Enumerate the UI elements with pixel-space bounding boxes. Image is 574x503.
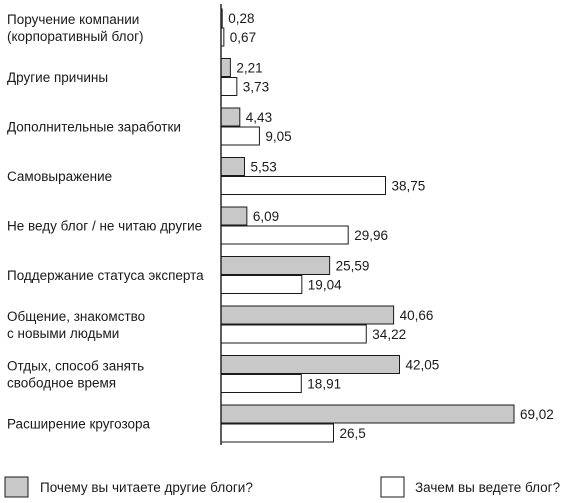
bar-read-blogs bbox=[220, 355, 401, 374]
data-label: 5,53 bbox=[251, 160, 277, 175]
bar-read-blogs bbox=[220, 305, 395, 325]
data-label: 69,02 bbox=[520, 407, 554, 422]
data-label: 25,59 bbox=[336, 259, 370, 274]
category-label: Другие причины bbox=[7, 70, 108, 85]
data-label: 29,96 bbox=[354, 228, 388, 243]
category-label-line: с новыми людьми bbox=[7, 326, 119, 341]
category-label-line: свободное время bbox=[7, 376, 116, 391]
category-label-line: Поддержание статуса эксперта bbox=[7, 268, 204, 283]
data-label: 42,05 bbox=[406, 358, 440, 373]
data-label: 18,91 bbox=[307, 377, 341, 392]
data-label: 3,73 bbox=[243, 80, 269, 95]
data-label: 40,66 bbox=[400, 308, 434, 323]
category-label-line: Другие причины bbox=[7, 70, 108, 85]
bar-read-blogs bbox=[220, 404, 515, 424]
category-label-line: Общение, знакомство bbox=[7, 309, 145, 324]
legend-swatch bbox=[4, 476, 29, 498]
category-label-line: Расширение кругозора bbox=[7, 417, 151, 432]
category-label-line: (корпоративный блог) bbox=[7, 29, 144, 44]
data-label: 2,21 bbox=[236, 61, 262, 76]
bar-write-blog bbox=[220, 77, 238, 96]
data-label: 4,43 bbox=[246, 110, 272, 125]
category-label: Расширение кругозора bbox=[7, 417, 151, 432]
category-label: Поручение компании (корпоративный блог) bbox=[7, 12, 144, 44]
category-label: Не веду блог / не читаю другие bbox=[7, 219, 202, 234]
bar-write-blog bbox=[220, 374, 302, 393]
data-label: 19,04 bbox=[308, 278, 342, 293]
category-label-line: Не веду блог / не читаю другие bbox=[7, 219, 202, 234]
bar-read-blogs bbox=[220, 107, 241, 127]
bar-read-blogs bbox=[220, 157, 245, 176]
legend-swatch bbox=[380, 476, 405, 498]
bar-write-blog bbox=[220, 126, 260, 146]
bar-write-blog bbox=[220, 324, 367, 344]
bar-write-blog bbox=[220, 176, 386, 195]
bar-read-blogs bbox=[220, 58, 231, 77]
bar-write-blog bbox=[220, 225, 349, 245]
category-label: Общение, знакомство с новыми людьми bbox=[7, 309, 145, 341]
bar-read-blogs bbox=[220, 206, 248, 226]
legend-label: Зачем вы ведете блог? bbox=[415, 480, 560, 495]
bar-write-blog bbox=[220, 423, 334, 443]
category-label: Самовыражение bbox=[7, 169, 112, 184]
data-label: 26,5 bbox=[340, 426, 366, 441]
category-label: Поддержание статуса эксперта bbox=[7, 268, 204, 283]
data-label: 34,22 bbox=[372, 327, 406, 342]
category-label-line: Поручение компании bbox=[7, 12, 139, 27]
data-label: 6,09 bbox=[253, 209, 279, 224]
bar-read-blogs bbox=[220, 256, 331, 275]
bar-write-blog bbox=[220, 275, 303, 294]
category-label-line: Самовыражение bbox=[7, 169, 112, 184]
category-label: Отдых, способ занять свободное время bbox=[7, 359, 144, 391]
category-label: Дополнительные заработки bbox=[7, 120, 181, 135]
category-label-line: Дополнительные заработки bbox=[7, 120, 181, 135]
category-label-line: Отдых, способ занять bbox=[7, 359, 144, 374]
data-label: 9,05 bbox=[265, 129, 291, 144]
data-label: 0,28 bbox=[228, 11, 254, 26]
data-label: 0,67 bbox=[230, 30, 256, 45]
legend-label: Почему вы читаете другие блоги? bbox=[40, 480, 253, 495]
data-label: 38,75 bbox=[392, 179, 426, 194]
